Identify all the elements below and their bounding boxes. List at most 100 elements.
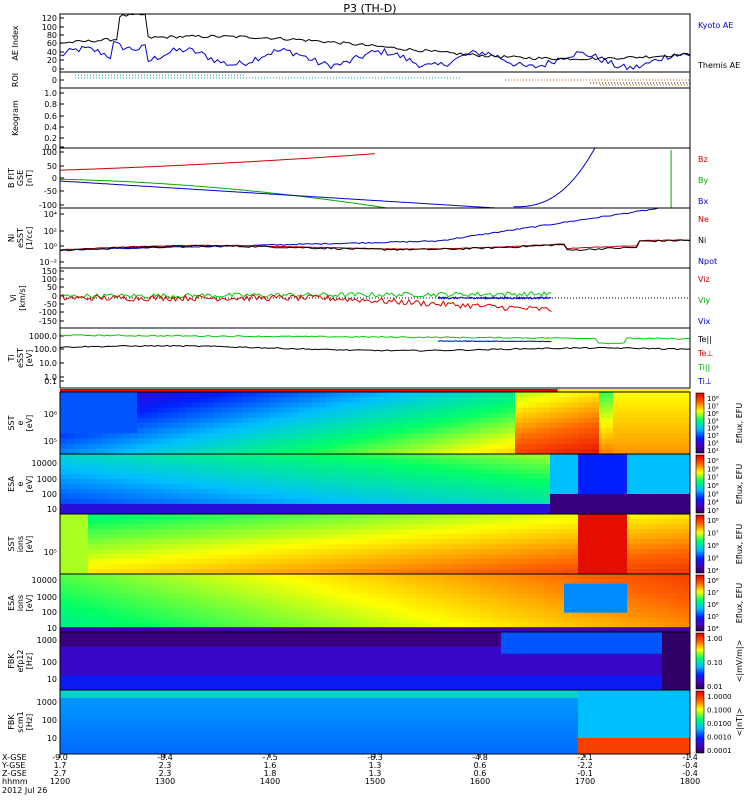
sst_e-spectro-cell [179,428,186,434]
esa_e-spectro-cell [354,499,361,504]
fbk_e-spectro-cell [382,654,389,662]
esa_e-spectro-cell [473,489,480,494]
sst_e-spectro-cell [459,392,466,398]
fbk_e-spectro-cell [60,632,67,640]
sst_i-spectro-cell [620,519,627,524]
sst_e-spectro-cell [88,397,95,403]
fbk_e-spectro-cell [368,668,375,676]
sst_i-spectro-cell [396,549,403,554]
sst_i-spectro-cell [319,519,326,524]
esa_i-spectro-cell [81,584,88,589]
sst_e-spectro-cell [137,428,144,434]
fbk_e-spectro-cell [298,683,305,691]
sst_e-spectro-cell [291,418,298,424]
esa_e-spectro-cell [396,459,403,464]
sst_e-spectro-cell [179,408,186,414]
fbk_e-spectro-cell [81,647,88,655]
sst_e-spectro-cell [683,433,690,439]
esa_e-spectro-cell [396,479,403,484]
fbk_e-spectro-cell [410,683,417,691]
fbk_e-spectro-cell [207,661,214,669]
fbk_e-spectro-cell [375,647,382,655]
sst_e-spectro-cell [179,433,186,439]
fbk_e-spectro-cell [256,668,263,676]
sst_e-spectro-cell [473,423,480,429]
sst_e-spectro-cell [438,428,445,434]
esa_i-spectro-cell [270,584,277,589]
sst_i-spectro-cell [627,559,634,564]
sst_e-spectro-cell [396,392,403,398]
sst_i-spectro-cell [158,559,165,564]
sst_i-spectro-cell [459,559,466,564]
sst_e-spectro-cell [256,402,263,408]
sst_i-spectro-cell [424,524,431,529]
esa_e-spectro-cell [109,494,116,499]
sst_e-spectro-cell [277,428,284,434]
sst_i-spectro-cell [648,514,655,519]
sst_i-spectro-cell [361,564,368,569]
esa_e-spectro-cell [102,454,109,459]
fbk_e-spectro-cell [179,676,186,684]
esa_i-spectro-cell [361,603,368,608]
sst_e-spectro-cell [389,408,396,414]
sst_i-spectro-cell [564,534,571,539]
sst_e-spectro-cell [571,392,578,398]
fbk_e-spectro-cell [270,647,277,655]
sst_i-spectro-cell [445,544,452,549]
esa_i-spectro-cell [312,584,319,589]
esa_i-spectro-cell [592,622,599,627]
esa_e-spectro-cell [550,484,557,489]
esa_i-spectro-cell [473,584,480,589]
esa_e-spectro-cell [613,499,620,504]
sst_i-spectro-cell [375,524,382,529]
esa_i-spectro-cell [606,579,613,584]
sst_e-spectro-cell [200,444,207,450]
esa_i-spectro-cell [620,618,627,623]
esa_i-spectro-cell [200,618,207,623]
esa_i-spectro-cell [515,618,522,623]
sst_e-spectro-cell [102,423,109,429]
fbk_e-spectro-cell [207,654,214,662]
esa_i-spectro-cell [613,603,620,608]
sst_e-spectro-cell [501,392,508,398]
sst_i-spectro-cell [466,514,473,519]
sst_e-spectro-cell [221,402,228,408]
esa_i-spectro-cell [501,613,508,618]
sst_e-spectro-cell [543,439,550,445]
sst_e-spectro-cell [501,433,508,439]
sst_i-spectro-cell [200,534,207,539]
sst_i-spectro-cell [95,529,102,534]
sst_e-spectro-cell [368,392,375,398]
sst_e-spectro-cell [263,439,270,445]
esa_i-spectro-cell [375,579,382,584]
sst_i-spectro-cell [487,519,494,524]
sst_e-spectro-cell [403,413,410,419]
esa_e-spectro-cell [445,454,452,459]
esa_e-spectro-cell [655,494,662,499]
esa_i-spectro-cell [550,579,557,584]
fbk_e-tick-label: 1000 [37,636,57,645]
esa_e-spectro-cell [466,494,473,499]
esa_e-spectro-cell [396,464,403,469]
sst_e-spectro-cell [683,418,690,424]
sst_e-spectro-cell [536,418,543,424]
esa_i-spectro-cell [382,579,389,584]
sst_i-spectro-cell [641,559,648,564]
esa_i-spectro-cell [641,618,648,623]
sst_i-spectro-cell [340,554,347,559]
esa_i-spectro-cell [333,613,340,618]
esa_e-spectro-cell [368,494,375,499]
sst_i-spectro-cell [655,544,662,549]
sst_i-spectro-cell [529,524,536,529]
esa_i-spectro-cell [81,579,88,584]
fbk_e-spectro-cell [361,668,368,676]
sst_i-spectro-cell [620,514,627,519]
esa_e-spectro-cell [487,464,494,469]
esa_i-spectro-cell [599,603,606,608]
sst_i-spectro-cell [592,559,599,564]
sst_e-spectro-cell [312,413,319,419]
esa_e-spectro-cell [256,479,263,484]
esa_e-spectro-cell [123,499,130,504]
esa_i-spectro-cell [473,613,480,618]
sst_i-spectro-cell [494,544,501,549]
